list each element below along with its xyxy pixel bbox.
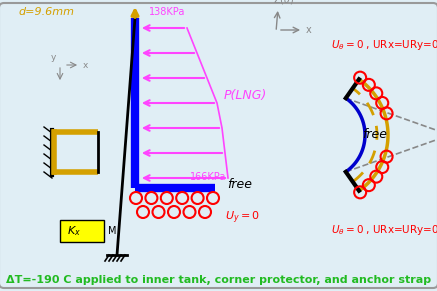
Text: $U_y=0$: $U_y=0$ bbox=[225, 210, 260, 226]
Text: 138KPa: 138KPa bbox=[149, 7, 185, 17]
Text: $U_\theta=0$ , URx=URy=0: $U_\theta=0$ , URx=URy=0 bbox=[331, 38, 437, 52]
Bar bbox=[60, 220, 104, 242]
FancyBboxPatch shape bbox=[0, 3, 437, 288]
Text: free: free bbox=[228, 178, 253, 191]
Text: Z($\theta$): Z($\theta$) bbox=[273, 0, 295, 6]
Text: x: x bbox=[306, 25, 312, 35]
Text: $K_x$: $K_x$ bbox=[67, 224, 81, 238]
Text: ΔT=-190 C applied to inner tank, corner protector, and anchor strap: ΔT=-190 C applied to inner tank, corner … bbox=[6, 275, 431, 285]
Text: x: x bbox=[83, 61, 88, 70]
Text: d=9.6mm: d=9.6mm bbox=[18, 7, 74, 17]
Text: y: y bbox=[51, 53, 56, 62]
Text: 166KPa: 166KPa bbox=[190, 172, 226, 182]
Text: P(LNG): P(LNG) bbox=[223, 88, 267, 102]
Text: free: free bbox=[363, 129, 388, 141]
Text: $U_\theta=0$ , URx=URy=0: $U_\theta=0$ , URx=URy=0 bbox=[331, 223, 437, 237]
Text: M: M bbox=[108, 226, 116, 236]
